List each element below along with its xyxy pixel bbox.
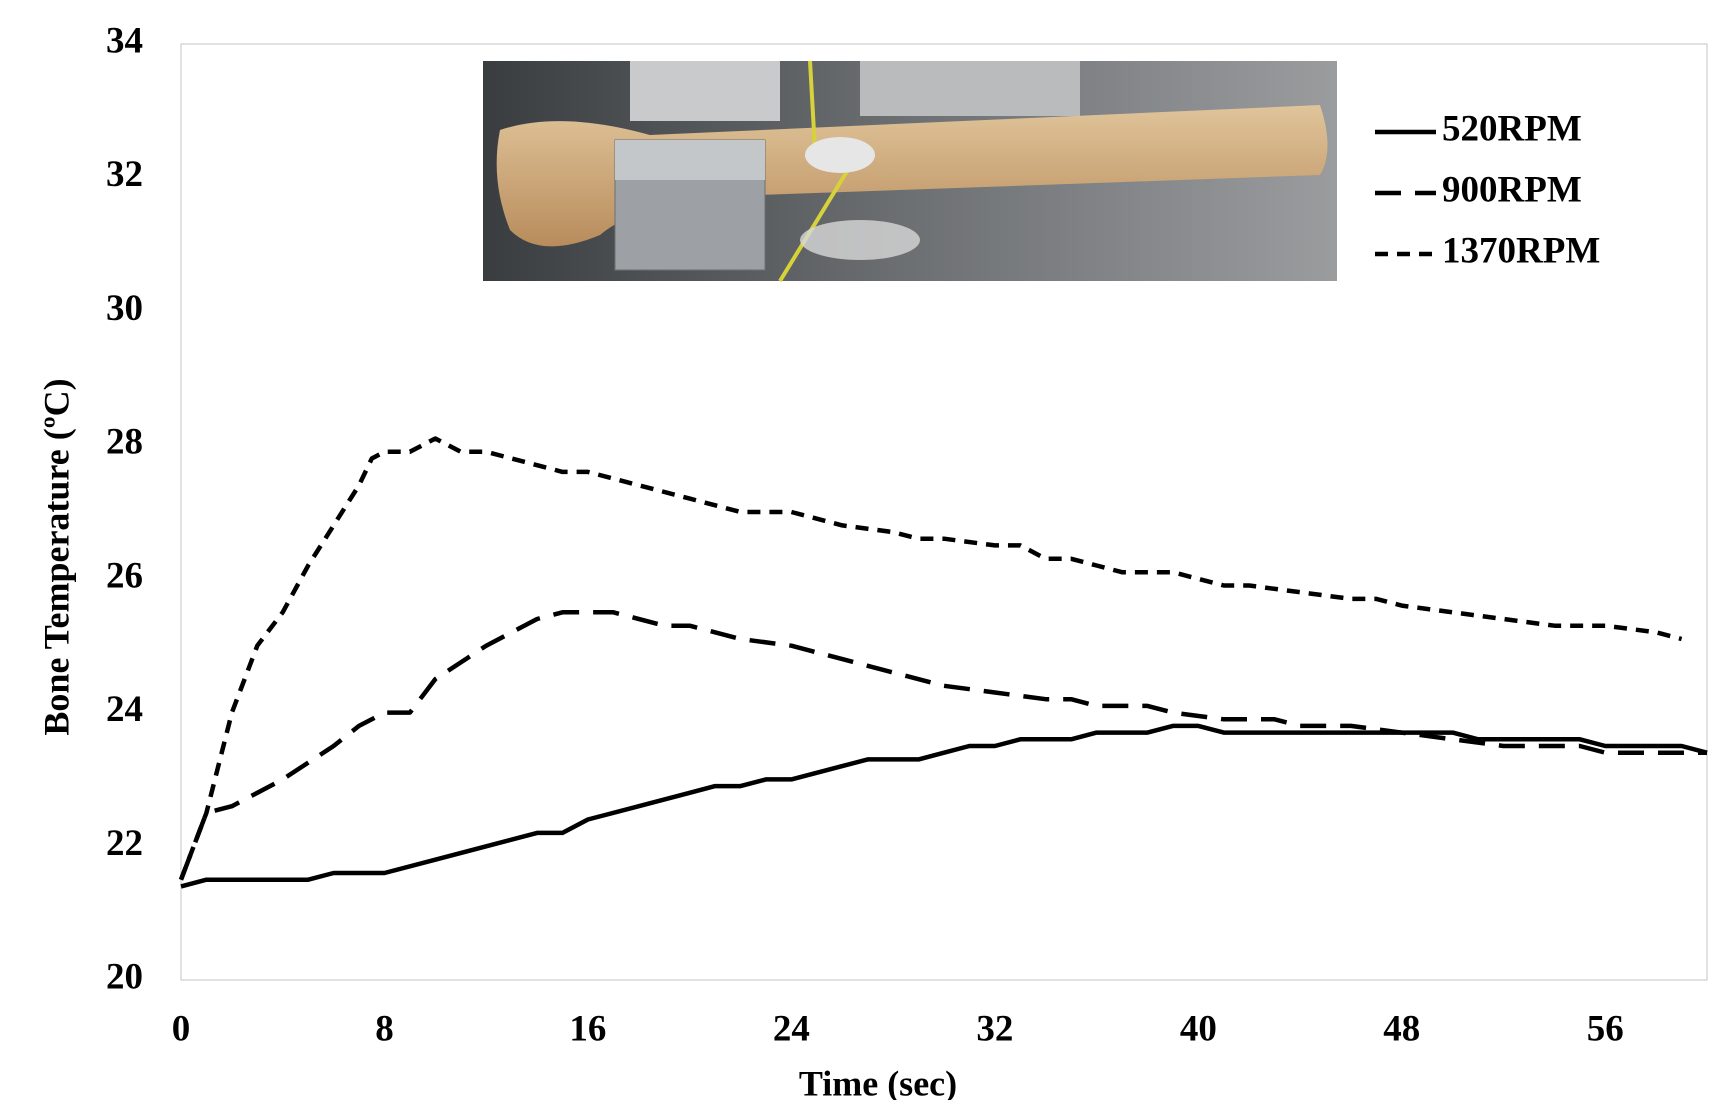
- x-tick-label: 56: [1587, 1008, 1624, 1049]
- x-tick-label: 24: [773, 1008, 810, 1049]
- x-tick-label: 8: [375, 1008, 394, 1049]
- data-line: [180, 723, 1708, 889]
- legend-label: 1370RPM: [1442, 230, 1600, 271]
- y-tick-label: 22: [106, 823, 143, 864]
- x-tick-label: 16: [569, 1008, 606, 1049]
- y-tick-label: 34: [106, 20, 143, 61]
- y-tick-label: 24: [106, 689, 143, 730]
- x-tick-label: 40: [1180, 1008, 1217, 1049]
- inset-photo: [483, 60, 1337, 283]
- x-axis-title: Time (sec): [799, 1063, 957, 1100]
- legend-label: 900RPM: [1442, 169, 1582, 210]
- y-tick-label: 20: [106, 956, 143, 997]
- x-tick-label: 32: [976, 1008, 1013, 1049]
- y-tick-label: 26: [106, 555, 143, 596]
- legend-label: 520RPM: [1442, 108, 1582, 149]
- x-tick-label: 0: [172, 1008, 191, 1049]
- chart-layer: Time (sec) Bone Temperature (ºC) 20 22 24 2…: [36, 20, 1708, 1103]
- y-tick-label: 28: [106, 422, 143, 463]
- y-tick-label: 32: [106, 154, 143, 195]
- data-line: [178, 610, 1707, 881]
- plot-area: [180, 43, 1708, 981]
- data-line: [178, 436, 1683, 881]
- x-tick-label: 48: [1383, 1008, 1420, 1049]
- y-axis-title: Bone Temperature (ºC): [36, 378, 76, 735]
- y-tick-label: 30: [106, 288, 143, 329]
